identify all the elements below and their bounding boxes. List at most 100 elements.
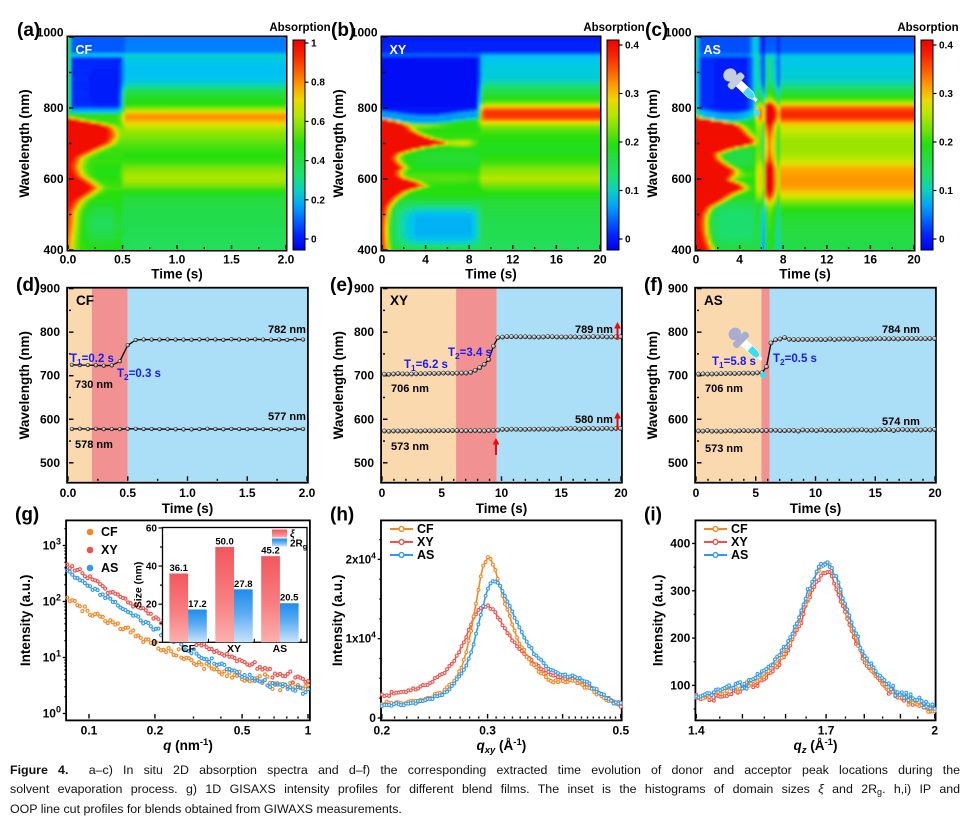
svg-text:20: 20 <box>146 600 158 611</box>
svg-text:17.2: 17.2 <box>188 599 207 610</box>
svg-text:CF: CF <box>76 293 94 308</box>
svg-text:900: 900 <box>40 282 60 296</box>
svg-text:Intensity (a.u.): Intensity (a.u.) <box>330 575 345 667</box>
svg-text:0.2: 0.2 <box>939 138 953 149</box>
svg-text:T1=5.8 s: T1=5.8 s <box>712 356 756 370</box>
svg-text:Time (s): Time (s) <box>790 501 842 516</box>
svg-text:700: 700 <box>354 369 374 383</box>
svg-text:T2=3.4 s: T2=3.4 s <box>448 347 492 361</box>
svg-text:500: 500 <box>668 456 688 470</box>
svg-text:600: 600 <box>40 412 60 426</box>
svg-text:200: 200 <box>670 631 690 645</box>
svg-text:0.3: 0.3 <box>479 724 496 738</box>
svg-text:1.7: 1.7 <box>818 724 835 738</box>
svg-text:600: 600 <box>357 172 377 186</box>
svg-text:573 nm: 573 nm <box>391 441 429 453</box>
svg-text:789 nm: 789 nm <box>575 324 613 336</box>
svg-text:Wavelength (nm): Wavelength (nm) <box>645 331 660 439</box>
svg-text:Wavelength (nm): Wavelength (nm) <box>17 89 32 197</box>
svg-text:XY: XY <box>390 43 407 57</box>
svg-text:AS: AS <box>417 548 434 562</box>
svg-text:1x104: 1x104 <box>346 630 377 646</box>
svg-text:8: 8 <box>466 253 473 267</box>
svg-text:qxy (Å-1): qxy (Å-1) <box>476 737 526 756</box>
svg-text:8: 8 <box>780 253 787 267</box>
svg-text:0: 0 <box>151 638 157 649</box>
svg-text:40: 40 <box>146 562 158 573</box>
svg-text:(c): (c) <box>645 20 668 41</box>
svg-text:(d): (d) <box>16 275 40 296</box>
svg-text:1000: 1000 <box>665 26 692 40</box>
svg-text:27.8: 27.8 <box>234 579 253 590</box>
svg-text:20: 20 <box>907 253 921 267</box>
svg-text:Wavelength (nm): Wavelength (nm) <box>331 89 346 197</box>
svg-text:2x104: 2x104 <box>346 550 377 566</box>
svg-text:(e): (e) <box>330 275 353 296</box>
svg-text:Time (s): Time (s) <box>779 267 831 282</box>
svg-text:0.5: 0.5 <box>114 253 131 267</box>
svg-text:0.5: 0.5 <box>119 486 136 500</box>
svg-text:800: 800 <box>357 101 377 115</box>
svg-text:Time (s): Time (s) <box>476 501 528 516</box>
svg-text:AS: AS <box>704 293 723 308</box>
svg-text:730 nm: 730 nm <box>75 379 113 391</box>
svg-text:T1=0.2 s: T1=0.2 s <box>70 353 114 367</box>
svg-text:573 nm: 573 nm <box>705 443 743 455</box>
svg-text:ξ: ξ <box>290 529 295 540</box>
svg-text:Wavelength (nm): Wavelength (nm) <box>645 89 660 197</box>
svg-text:700: 700 <box>668 369 688 383</box>
svg-text:Time (s): Time (s) <box>465 267 517 282</box>
svg-text:0.0: 0.0 <box>60 486 77 500</box>
svg-text:1.0: 1.0 <box>169 253 186 267</box>
svg-text:580 nm: 580 nm <box>575 414 613 426</box>
svg-text:600: 600 <box>671 172 691 186</box>
svg-text:qz (Å-1): qz (Å-1) <box>794 737 838 756</box>
svg-text:XY: XY <box>227 643 241 655</box>
svg-text:16: 16 <box>864 253 878 267</box>
svg-text:2.0: 2.0 <box>278 253 295 267</box>
svg-text:0.0: 0.0 <box>60 253 77 267</box>
svg-text:20: 20 <box>614 486 628 500</box>
svg-text:0: 0 <box>379 486 386 500</box>
svg-text:600: 600 <box>43 172 63 186</box>
svg-text:1.5: 1.5 <box>239 486 256 500</box>
svg-text:100: 100 <box>670 678 690 692</box>
svg-text:Time (s): Time (s) <box>151 267 203 282</box>
svg-text:XY: XY <box>417 535 434 549</box>
svg-text:0.3: 0.3 <box>939 89 953 100</box>
svg-text:578 nm: 578 nm <box>75 439 113 451</box>
svg-text:Time (s): Time (s) <box>162 501 214 516</box>
svg-text:800: 800 <box>43 101 63 115</box>
svg-text:36.1: 36.1 <box>169 563 188 574</box>
svg-text:0: 0 <box>369 711 376 725</box>
svg-text:CF: CF <box>181 643 196 655</box>
svg-text:0: 0 <box>379 253 386 267</box>
svg-text:500: 500 <box>354 456 374 470</box>
svg-text:0.2: 0.2 <box>147 724 164 738</box>
svg-text:2.0: 2.0 <box>299 486 316 500</box>
svg-text:1000: 1000 <box>351 26 378 40</box>
svg-text:784 nm: 784 nm <box>882 324 920 336</box>
svg-text:0: 0 <box>939 235 945 246</box>
svg-text:(b): (b) <box>331 20 355 41</box>
svg-text:600: 600 <box>354 412 374 426</box>
svg-text:0.2: 0.2 <box>625 138 639 149</box>
svg-text:T1=6.2 s: T1=6.2 s <box>404 359 448 373</box>
svg-text:706 nm: 706 nm <box>391 383 429 395</box>
svg-text:400: 400 <box>43 243 63 257</box>
svg-text:5: 5 <box>438 486 445 500</box>
svg-text:1.5: 1.5 <box>223 253 240 267</box>
svg-text:2Rg: 2Rg <box>290 539 308 552</box>
svg-text:XY: XY <box>101 543 118 557</box>
svg-text:400: 400 <box>357 243 377 257</box>
svg-text:50.0: 50.0 <box>215 537 234 548</box>
svg-text:800: 800 <box>354 325 374 339</box>
svg-text:CF: CF <box>417 522 434 536</box>
svg-text:900: 900 <box>668 282 688 296</box>
svg-text:Intensity (a.u.): Intensity (a.u.) <box>650 575 665 667</box>
svg-text:0: 0 <box>693 486 700 500</box>
svg-text:CF: CF <box>76 43 93 57</box>
svg-text:800: 800 <box>668 325 688 339</box>
svg-text:0.8: 0.8 <box>311 78 325 89</box>
svg-text:(a): (a) <box>17 20 40 41</box>
